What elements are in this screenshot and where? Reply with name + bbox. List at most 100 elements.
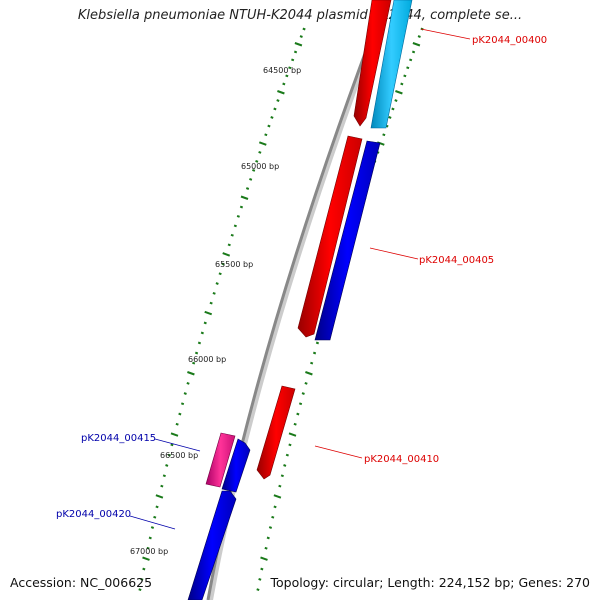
ruler-label: 66500 bp [160, 451, 198, 460]
ruler-label: 67000 bp [130, 547, 168, 556]
minor-tick [155, 505, 159, 509]
gene-feature-reverse[interactable] [314, 140, 381, 341]
minor-tick [160, 484, 164, 488]
minor-tick [165, 464, 169, 467]
minor-tick [255, 159, 259, 163]
minor-tick [175, 422, 179, 426]
minor-tick [256, 588, 260, 592]
minor-tick [264, 546, 268, 550]
gene-feature-light[interactable] [370, 0, 413, 129]
ruler-label: 66000 bp [188, 355, 226, 364]
major-tick [170, 432, 179, 437]
ruler-label: 65500 bp [215, 260, 253, 269]
minor-tick [192, 361, 196, 365]
minor-tick [282, 82, 286, 86]
minor-tick [391, 107, 395, 111]
gene-feature-pk2044-00405[interactable] [297, 135, 363, 338]
minor-tick [291, 58, 295, 62]
minor-tick [200, 331, 204, 335]
minor-tick [293, 422, 297, 426]
minor-tick [162, 474, 166, 478]
minor-tick [249, 177, 253, 181]
gene-feature-pk2044-00400[interactable] [353, 0, 392, 127]
minor-tick [304, 381, 308, 385]
minor-tick [183, 392, 187, 395]
minor-tick [285, 453, 289, 457]
minor-tick [178, 412, 182, 416]
major-tick [142, 556, 150, 561]
gene-label-pk2044-00410[interactable]: pK2044_00410 [364, 454, 439, 465]
gene-feature-reverse-small[interactable] [221, 438, 251, 493]
major-tick [240, 195, 249, 200]
minor-tick [293, 50, 298, 54]
minor-tick [186, 381, 190, 385]
minor-tick [209, 301, 213, 305]
minor-tick [312, 351, 317, 355]
ruler-label: 64500 bp [263, 66, 301, 75]
minor-tick [382, 133, 386, 137]
minor-tick [273, 505, 277, 509]
minor-tick [288, 443, 292, 447]
minor-tick [197, 341, 202, 345]
minor-tick [270, 116, 274, 119]
minor-tick [140, 577, 144, 581]
label-leader [420, 28, 471, 40]
inner-tick-track [138, 27, 306, 592]
minor-tick [298, 402, 303, 406]
minor-tick [266, 536, 270, 540]
minor-tick [411, 50, 416, 54]
major-tick [260, 556, 268, 561]
label-leader [314, 445, 363, 459]
minor-tick [260, 567, 264, 571]
minor-tick [273, 107, 277, 111]
minor-tick [258, 150, 262, 154]
minor-tick [138, 588, 142, 592]
minor-tick [245, 187, 250, 190]
minor-tick [296, 412, 300, 416]
minor-tick [283, 464, 287, 467]
ruler-label: 65000 bp [241, 162, 279, 171]
major-tick [258, 141, 267, 146]
label-leader [129, 515, 176, 530]
minor-tick [142, 567, 146, 571]
gene-label-pk2044-00400[interactable]: pK2044_00400 [472, 35, 547, 46]
minor-tick [409, 58, 413, 62]
minor-tick [218, 272, 222, 276]
major-tick [294, 42, 303, 47]
minor-tick [285, 74, 289, 78]
minor-tick [227, 243, 231, 247]
gene-label-pk2044-00405[interactable]: pK2044_00405 [419, 255, 494, 266]
major-tick [187, 371, 195, 376]
minor-tick [271, 515, 275, 519]
major-tick [204, 310, 213, 316]
minor-tick [288, 66, 292, 70]
minor-tick [278, 484, 282, 488]
minor-tick [233, 224, 237, 228]
minor-tick [252, 168, 256, 172]
map-title: Klebsiella pneumoniae NTUH-K2044 plasmid… [77, 8, 523, 23]
gene-label-pk2044-00415[interactable]: pK2044_00415 [81, 433, 156, 444]
label-leader [369, 247, 419, 260]
minor-tick [146, 546, 150, 550]
gene-feature-pk2044-00420[interactable] [187, 490, 237, 600]
gene-label-pk2044-00420[interactable]: pK2044_00420 [56, 509, 131, 520]
label-leader [154, 438, 201, 452]
gene-feature-pk2044-00415[interactable] [205, 432, 236, 488]
minor-tick [230, 233, 234, 237]
minor-tick [194, 351, 199, 355]
major-tick [222, 252, 231, 257]
minor-tick [258, 577, 262, 581]
minor-tick [276, 99, 280, 102]
minor-tick [153, 515, 157, 519]
gene-feature-pk2044-00410[interactable] [256, 385, 296, 480]
minor-tick [406, 66, 410, 70]
major-tick [305, 371, 313, 376]
minor-tick [299, 35, 303, 38]
minor-tick [268, 526, 273, 529]
accession-text: Accession: NC_006625 [10, 575, 153, 590]
major-tick [273, 494, 282, 499]
major-tick [288, 432, 297, 437]
minor-tick [267, 124, 271, 128]
major-tick [155, 494, 164, 499]
